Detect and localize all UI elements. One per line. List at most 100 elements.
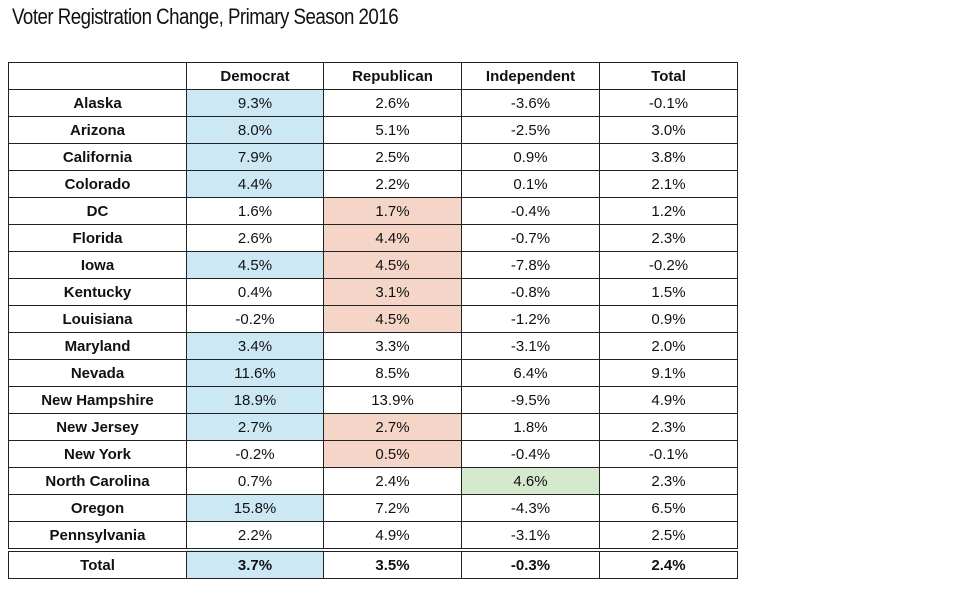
state-name: Iowa xyxy=(8,251,187,279)
value-cell: 8.0% xyxy=(186,116,324,144)
value-cell: 4.5% xyxy=(323,251,462,279)
value-cell: -0.4% xyxy=(461,440,600,468)
state-name: North Carolina xyxy=(8,467,187,495)
value-cell: -3.1% xyxy=(461,521,600,551)
data-row: North Carolina 0.7% 2.4% 4.6% 2.3% xyxy=(8,467,738,495)
value-cell: 4.5% xyxy=(186,251,324,279)
value-cell: -7.8% xyxy=(461,251,600,279)
value-cell: -0.1% xyxy=(599,89,738,117)
value-cell: -0.4% xyxy=(461,197,600,225)
value-cell: 2.1% xyxy=(599,170,738,198)
value-cell: 0.5% xyxy=(323,440,462,468)
value-cell: 9.3% xyxy=(186,89,324,117)
total-value: 2.4% xyxy=(599,548,738,579)
value-cell: 18.9% xyxy=(186,386,324,414)
value-cell: 6.4% xyxy=(461,359,600,387)
value-cell: -0.2% xyxy=(186,440,324,468)
value-cell: 8.5% xyxy=(323,359,462,387)
data-row: Oregon 15.8% 7.2% -4.3% 6.5% xyxy=(8,494,738,522)
value-cell: 1.6% xyxy=(186,197,324,225)
state-name: New Hampshire xyxy=(8,386,187,414)
state-name: DC xyxy=(8,197,187,225)
value-cell: 3.0% xyxy=(599,116,738,144)
total-row: Total 3.7% 3.5% -0.3% 2.4% xyxy=(8,548,738,579)
data-row: Iowa 4.5% 4.5% -7.8% -0.2% xyxy=(8,251,738,279)
value-cell: 2.2% xyxy=(186,521,324,551)
value-cell: 1.5% xyxy=(599,278,738,306)
value-cell: -3.6% xyxy=(461,89,600,117)
state-name: Maryland xyxy=(8,332,187,360)
data-row: New Hampshire 18.9% 13.9% -9.5% 4.9% xyxy=(8,386,738,414)
state-name: Colorado xyxy=(8,170,187,198)
column-header: Independent xyxy=(461,62,600,90)
value-cell: 2.0% xyxy=(599,332,738,360)
data-row: California 7.9% 2.5% 0.9% 3.8% xyxy=(8,143,738,171)
value-cell: 13.9% xyxy=(323,386,462,414)
state-name: Nevada xyxy=(8,359,187,387)
value-cell: -4.3% xyxy=(461,494,600,522)
value-cell: 1.2% xyxy=(599,197,738,225)
value-cell: 7.2% xyxy=(323,494,462,522)
data-row: New Jersey 2.7% 2.7% 1.8% 2.3% xyxy=(8,413,738,441)
value-cell: -0.1% xyxy=(599,440,738,468)
value-cell: 2.7% xyxy=(186,413,324,441)
value-cell: 2.5% xyxy=(323,143,462,171)
value-cell: -9.5% xyxy=(461,386,600,414)
value-cell: 0.9% xyxy=(461,143,600,171)
value-cell: -1.2% xyxy=(461,305,600,333)
state-name: New Jersey xyxy=(8,413,187,441)
data-row: New York -0.2% 0.5% -0.4% -0.1% xyxy=(8,440,738,468)
state-name: Oregon xyxy=(8,494,187,522)
value-cell: 6.5% xyxy=(599,494,738,522)
value-cell: -0.7% xyxy=(461,224,600,252)
value-cell: 1.8% xyxy=(461,413,600,441)
value-cell: 4.9% xyxy=(323,521,462,551)
state-name: Pennsylvania xyxy=(8,521,187,551)
data-row: Nevada 11.6% 8.5% 6.4% 9.1% xyxy=(8,359,738,387)
value-cell: 3.8% xyxy=(599,143,738,171)
value-cell: 4.6% xyxy=(461,467,600,495)
value-cell: 0.9% xyxy=(599,305,738,333)
total-value: 3.7% xyxy=(186,548,324,579)
value-cell: 0.1% xyxy=(461,170,600,198)
data-row: Florida 2.6% 4.4% -0.7% 2.3% xyxy=(8,224,738,252)
value-cell: -0.8% xyxy=(461,278,600,306)
state-name: Florida xyxy=(8,224,187,252)
state-name: New York xyxy=(8,440,187,468)
value-cell: 0.7% xyxy=(186,467,324,495)
data-row: Arizona 8.0% 5.1% -2.5% 3.0% xyxy=(8,116,738,144)
value-cell: 4.4% xyxy=(186,170,324,198)
value-cell: 2.6% xyxy=(186,224,324,252)
value-cell: 4.5% xyxy=(323,305,462,333)
state-name: Arizona xyxy=(8,116,187,144)
value-cell: 2.3% xyxy=(599,413,738,441)
column-header: Democrat xyxy=(186,62,324,90)
value-cell: 7.9% xyxy=(186,143,324,171)
value-cell: 2.2% xyxy=(323,170,462,198)
value-cell: 0.4% xyxy=(186,278,324,306)
total-value: -0.3% xyxy=(461,548,600,579)
data-row: Pennsylvania 2.2% 4.9% -3.1% 2.5% xyxy=(8,521,738,551)
data-row: Colorado 4.4% 2.2% 0.1% 2.1% xyxy=(8,170,738,198)
value-cell: 15.8% xyxy=(186,494,324,522)
data-row: DC 1.6% 1.7% -0.4% 1.2% xyxy=(8,197,738,225)
value-cell: 3.3% xyxy=(323,332,462,360)
value-cell: -3.1% xyxy=(461,332,600,360)
value-cell: 1.7% xyxy=(323,197,462,225)
state-name: Alaska xyxy=(8,89,187,117)
state-name: Kentucky xyxy=(8,278,187,306)
header-row: Democrat Republican Independent Total xyxy=(8,62,738,90)
data-row: Louisiana -0.2% 4.5% -1.2% 0.9% xyxy=(8,305,738,333)
state-name: California xyxy=(8,143,187,171)
column-header: Republican xyxy=(323,62,462,90)
value-cell: 3.4% xyxy=(186,332,324,360)
column-header: Total xyxy=(599,62,738,90)
value-cell: -0.2% xyxy=(186,305,324,333)
value-cell: 2.3% xyxy=(599,467,738,495)
value-cell: 2.6% xyxy=(323,89,462,117)
value-cell: 4.4% xyxy=(323,224,462,252)
data-row: Alaska 9.3% 2.6% -3.6% -0.1% xyxy=(8,89,738,117)
title: Voter Registration Change, Primary Seaso… xyxy=(12,4,399,29)
value-cell: 2.7% xyxy=(323,413,462,441)
